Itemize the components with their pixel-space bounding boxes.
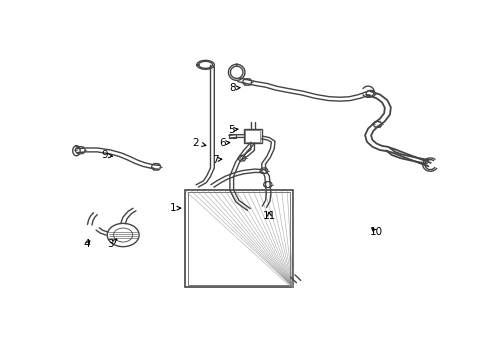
- Text: 5: 5: [228, 125, 238, 135]
- Text: 3: 3: [107, 239, 117, 249]
- Bar: [229, 134, 236, 138]
- Bar: [244, 129, 262, 143]
- Text: 8: 8: [230, 83, 240, 93]
- Bar: [185, 190, 293, 287]
- Text: 7: 7: [212, 155, 222, 165]
- Text: 1: 1: [170, 203, 181, 213]
- Text: 9: 9: [101, 150, 112, 161]
- Text: 10: 10: [370, 227, 383, 237]
- Text: 4: 4: [84, 239, 90, 249]
- Text: 6: 6: [220, 138, 230, 148]
- Bar: [245, 130, 260, 142]
- Text: 11: 11: [263, 211, 276, 221]
- Bar: [188, 192, 290, 285]
- Text: 2: 2: [193, 138, 206, 148]
